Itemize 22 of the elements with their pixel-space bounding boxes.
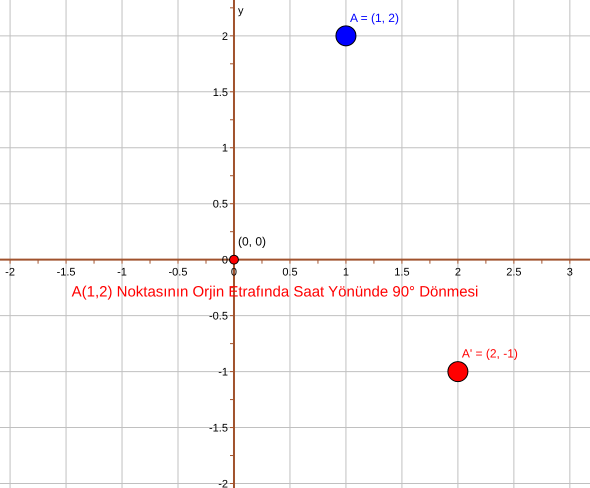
x-tick-label: 2	[454, 266, 461, 279]
y-tick-label: 0.5	[212, 198, 228, 211]
x-tick-label: 1.5	[394, 266, 410, 279]
annotation: (0, 0)	[238, 234, 266, 249]
y-tick-label: 1.5	[212, 86, 228, 99]
annotation: A = (1, 2)	[350, 10, 399, 25]
x-tick-label: -2	[5, 266, 15, 279]
x-tick-label: -1.5	[56, 266, 76, 279]
y-tick-label: 2	[222, 30, 228, 43]
y-tick-label: -1	[218, 366, 228, 379]
x-tick-label: -0.5	[168, 266, 188, 279]
x-tick-label: 1	[342, 266, 349, 279]
y-tick-label: 1	[222, 142, 228, 155]
x-tick-label: 3	[566, 266, 573, 279]
y-tick-label: -1.5	[209, 422, 228, 435]
x-tick-label: -1	[117, 266, 127, 279]
y-axis-title: y	[238, 5, 244, 17]
annotation: A' = (2, -1)	[462, 346, 518, 361]
x-tick-label: 0.5	[282, 266, 298, 279]
x-tick-label: 2.5	[506, 266, 522, 279]
y-tick-label: -0.5	[209, 310, 228, 323]
y-tick-label: -2	[218, 478, 228, 488]
